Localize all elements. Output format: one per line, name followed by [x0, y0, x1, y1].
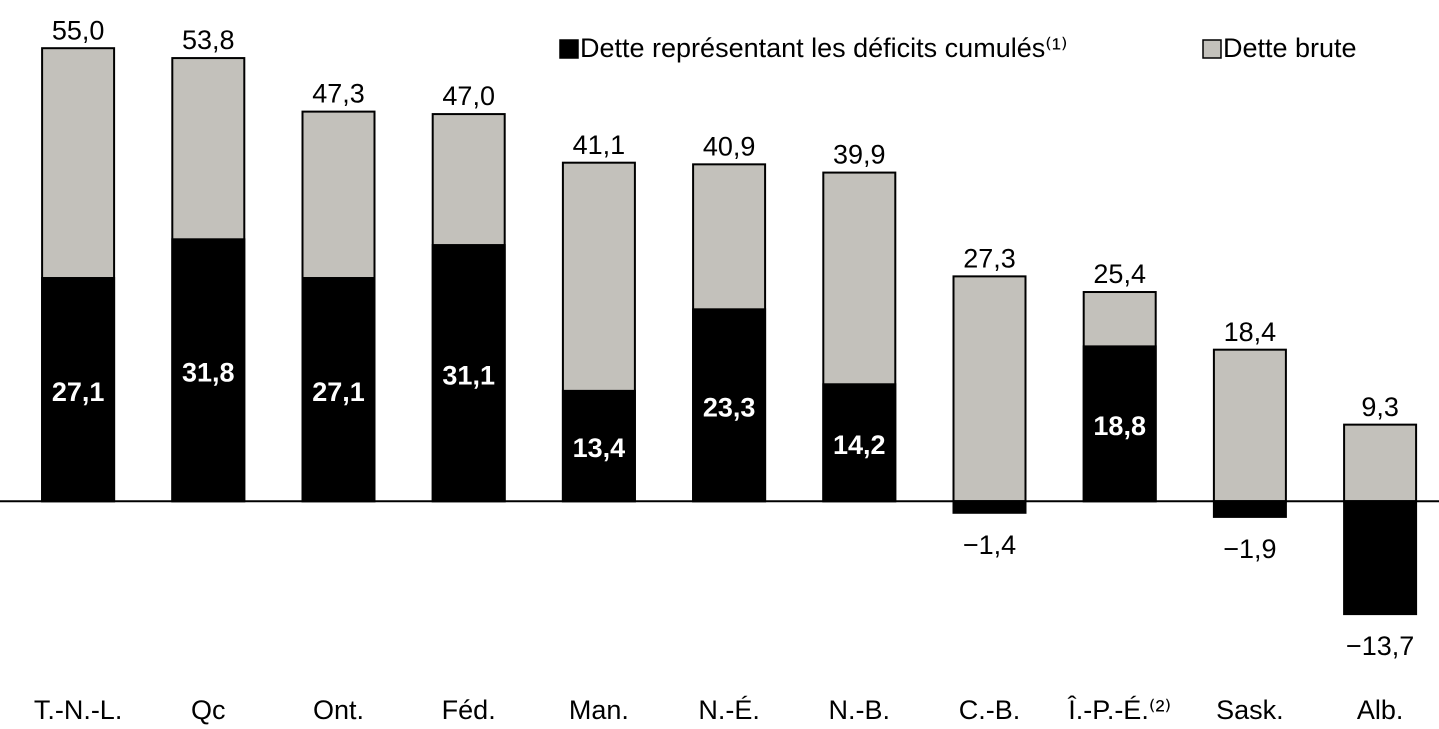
- value-label: 31,8: [182, 357, 235, 387]
- x-tick-label: T.-N.-L.: [34, 695, 123, 725]
- value-label: 47,3: [312, 79, 365, 109]
- x-tick-label: Qc: [191, 695, 226, 725]
- value-label: 23,3: [703, 392, 756, 422]
- legend-swatch: [559, 39, 579, 59]
- value-label: 40,9: [703, 131, 756, 161]
- x-tick-label: C.-B.: [959, 695, 1021, 725]
- bar: [952, 275, 1027, 503]
- x-tick-label: Alb.: [1357, 695, 1404, 725]
- value-label: 13,4: [573, 433, 626, 463]
- value-label: 47,0: [442, 81, 495, 111]
- value-label: 39,9: [833, 140, 886, 170]
- value-label: 27,1: [312, 377, 365, 407]
- value-label: 18,8: [1093, 411, 1146, 441]
- value-label: 27,1: [52, 377, 105, 407]
- value-label: 53,8: [182, 25, 235, 55]
- value-label: 55,0: [52, 15, 105, 45]
- x-tick-label: Man.: [569, 695, 629, 725]
- value-label: −1,4: [963, 530, 1016, 560]
- x-tick-label: Féd.: [442, 695, 496, 725]
- value-label: 25,4: [1093, 259, 1146, 289]
- x-tick-label: N.-É.: [698, 695, 760, 725]
- value-label: 31,1: [442, 360, 495, 390]
- bar: [1212, 348, 1287, 503]
- bar: [952, 500, 1027, 514]
- bar: [1082, 345, 1157, 503]
- bar: [1343, 500, 1418, 616]
- bar: [171, 238, 246, 503]
- bar: [1343, 423, 1418, 503]
- value-label: −13,7: [1346, 631, 1414, 661]
- legend-label: Dette brute: [1223, 33, 1357, 63]
- x-tick-label: Î.-P.-É.⁽²⁾: [1067, 694, 1171, 725]
- value-label: −1,9: [1223, 534, 1276, 564]
- x-tick-label: Ont.: [313, 695, 364, 725]
- bar: [692, 308, 767, 503]
- x-tick-label: Sask.: [1216, 695, 1284, 725]
- value-label: 18,4: [1224, 317, 1277, 347]
- legend-swatch: [1202, 39, 1222, 59]
- value-label: 41,1: [573, 130, 626, 160]
- bar: [301, 277, 376, 503]
- x-tick-label: N.-B.: [829, 695, 891, 725]
- bar: [1212, 500, 1287, 518]
- bar: [431, 244, 506, 503]
- value-label: 9,3: [1361, 392, 1399, 422]
- value-label: 14,2: [833, 430, 886, 460]
- legend-label: Dette représentant les déficits cumulés⁽…: [580, 33, 1067, 63]
- value-label: 27,3: [963, 243, 1016, 273]
